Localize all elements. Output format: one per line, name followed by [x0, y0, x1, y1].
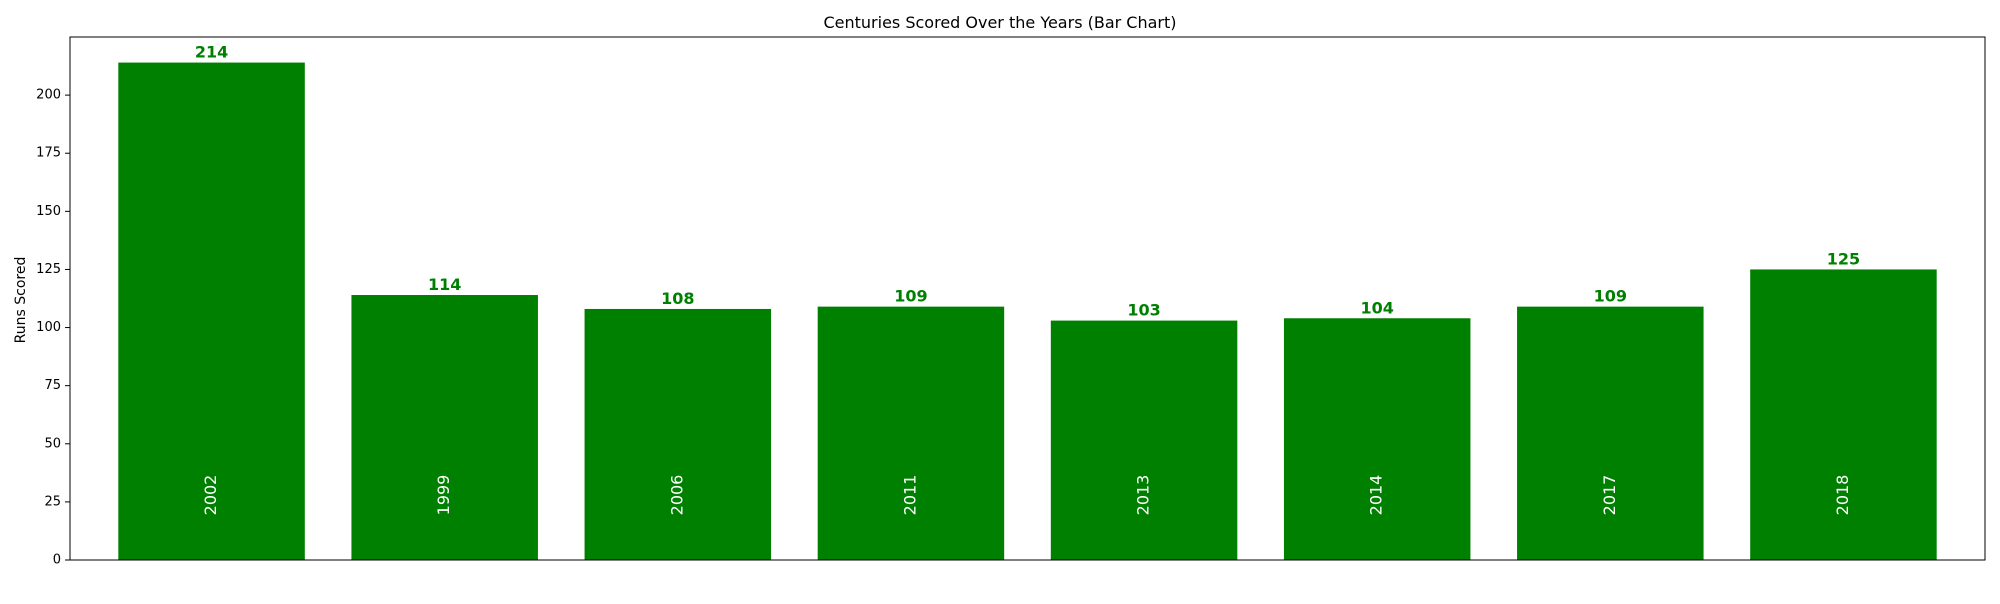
y-tick-label: 150 — [36, 204, 61, 219]
y-tick-label: 125 — [36, 262, 61, 277]
bar-category-label: 2018 — [1833, 475, 1852, 516]
y-tick-label: 50 — [44, 436, 61, 451]
y-axis: 0 25 50 75 100 125 150 175 200 — [36, 88, 70, 568]
bar-value-label: 104 — [1360, 298, 1393, 317]
plot-frame — [69, 36, 1986, 561]
y-tick-label: 200 — [36, 88, 61, 103]
bar-category-label: 2002 — [201, 475, 220, 516]
y-tick-label: 75 — [44, 378, 61, 393]
bar-category-label: 2013 — [1134, 475, 1153, 516]
bar-category-label: 2006 — [667, 475, 686, 516]
bar-value-label: 109 — [894, 287, 927, 306]
y-tick-label: 100 — [36, 320, 61, 335]
bar — [118, 62, 305, 561]
y-tick-label: 175 — [36, 146, 61, 161]
bar — [1283, 318, 1471, 560]
bar — [817, 306, 1005, 560]
bar — [584, 308, 772, 560]
bar-value-label: 103 — [1127, 301, 1160, 320]
bar-value-label: 214 — [195, 43, 228, 62]
bar-category-label: 1999 — [434, 475, 453, 516]
bar-value-label: 108 — [661, 289, 694, 308]
bar — [1050, 320, 1238, 560]
bar-category-label: 2014 — [1367, 475, 1386, 516]
bar — [351, 295, 538, 560]
y-tick-label: 0 — [53, 553, 61, 568]
bar-category-label: 2017 — [1600, 475, 1619, 516]
chart-title: Centuries Scored Over the Years (Bar Cha… — [823, 13, 1176, 32]
y-axis-label: Runs Scored — [13, 257, 29, 344]
bar-category-label: 2011 — [900, 475, 919, 516]
bars-layer: 214 2002 114 1999 108 2006 109 2011 103 2013 104 20… — [118, 43, 1937, 561]
bar-value-label: 109 — [1594, 287, 1627, 306]
bar — [1517, 306, 1704, 560]
y-tick-label: 25 — [44, 494, 61, 509]
bar-value-label: 114 — [428, 275, 461, 294]
bar — [1750, 269, 1937, 560]
bar-value-label: 125 — [1827, 249, 1860, 268]
